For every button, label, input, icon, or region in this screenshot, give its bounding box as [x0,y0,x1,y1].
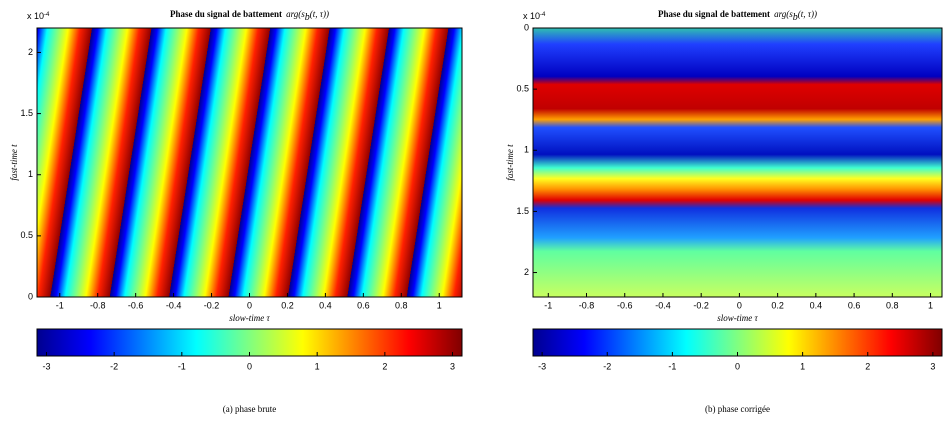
x-tick-label: 0.8 [395,300,408,310]
y-tick-label: 0 [28,291,33,301]
x-tick-label: 0.2 [281,300,294,310]
heatmap [37,28,462,297]
y-offset-label: x 10-4 [523,11,546,21]
x-tick-label: 0 [247,300,252,310]
x-tick-label: 0.2 [771,300,784,310]
y-axis-label: fast-time t [505,144,515,181]
x-tick-label: -1 [56,300,64,310]
axes-frame [532,27,943,298]
x-tick-label: 0 [737,300,742,310]
colorbar [532,328,943,357]
title-formula: arg(s [774,9,793,19]
y-axis-label: fast-time t [9,144,19,181]
x-tick-label: 0.4 [319,300,332,310]
y-tick-label: 1 [28,169,33,179]
caption: (b) phase corrigée [705,404,770,414]
x-tick-label: -0.6 [128,300,144,310]
x-tick-label: -0.2 [204,300,220,310]
chart-title: Phase du signal de battement arg(sb(t, τ)… [170,9,329,23]
y-tick-label: 2 [28,47,33,57]
offset-exponent: -4 [540,12,546,18]
colorbar-tick-label: 1 [800,361,805,371]
x-tick-label: -0.8 [579,300,595,310]
colorbar [36,328,463,357]
x-tick-label: 1 [928,300,933,310]
x-tick-label: -0.8 [90,300,106,310]
title-formula-subscript: b [793,12,798,23]
caption: (a) phase brute [223,404,276,414]
colorbar-tick-label: 3 [930,361,935,371]
colorbar-tick-label: 0 [247,361,252,371]
x-axis-label: slow-time τ [229,313,270,323]
title-text: Phase du signal de battement [170,9,282,19]
y-tick-label: 1.5 [20,108,33,118]
title-formula: (t, τ)) [310,9,329,19]
colorbar-tick-label: -2 [110,361,118,371]
x-tick-label: -1 [544,300,552,310]
y-tick-label: 0.5 [20,230,33,240]
x-tick-label: -0.4 [166,300,182,310]
y-tick-label: 1.5 [516,206,529,216]
x-tick-label: 0.8 [886,300,899,310]
x-axis-label: slow-time τ [717,313,758,323]
colorbar-tick-label: 0 [735,361,740,371]
colorbar-tick-label: 2 [382,361,387,371]
x-tick-label: 1 [437,300,442,310]
title-formula: arg(s [286,9,305,19]
offset-exponent: -4 [44,12,50,18]
x-tick-label: 0.6 [357,300,370,310]
y-tick-label: 2 [524,267,529,277]
y-tick-label: 0 [524,22,529,32]
colorbar-tick-label: -2 [603,361,611,371]
x-tick-label: 0.4 [810,300,823,310]
colorbar-tick-label: 3 [450,361,455,371]
title-text: Phase du signal de battement [658,9,770,19]
offset-base: x 10 [27,11,44,21]
colorbar-tick-label: -3 [42,361,50,371]
x-tick-label: -0.4 [655,300,671,310]
heatmap [533,28,942,297]
offset-base: x 10 [523,11,540,21]
colorbar-tick-label: -1 [668,361,676,371]
colorbar-tick-label: 1 [315,361,320,371]
colorbar-tick-label: -3 [538,361,546,371]
x-tick-label: -0.2 [693,300,709,310]
y-tick-label: 0.5 [516,84,529,94]
title-formula: (t, τ)) [798,9,817,19]
colorbar-tick-label: 2 [865,361,870,371]
title-formula-subscript: b [305,12,310,23]
y-tick-label: 1 [524,145,529,155]
chart-title: Phase du signal de battement arg(sb(t, τ)… [658,9,817,23]
y-offset-label: x 10-4 [27,11,50,21]
colorbar-tick-label: -1 [178,361,186,371]
x-tick-label: 0.6 [848,300,861,310]
x-tick-label: -0.6 [617,300,633,310]
